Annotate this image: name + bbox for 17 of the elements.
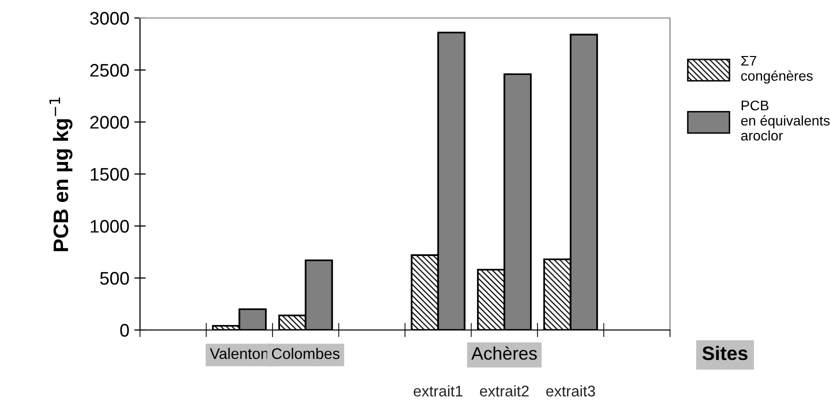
x-tick-label: Colombes xyxy=(272,348,340,360)
y-axis-title: PCB en µg kg$^{−1}$ xyxy=(49,97,72,252)
y-tick-label: 3000 xyxy=(90,12,129,25)
legend-label: PCB en équivalents aroclor xyxy=(741,100,830,141)
y-tick-label: 500 xyxy=(100,272,129,285)
x-tick-label: extrait2 xyxy=(480,385,529,396)
x-tick-label: Valenton xyxy=(210,348,268,360)
legend-label: Σ7 congénères xyxy=(741,56,813,84)
x-tick-label: extrait1 xyxy=(414,385,462,396)
x-tick-label: extrait3 xyxy=(546,385,596,396)
y-tick-label: 2500 xyxy=(90,64,129,77)
text: Achères xyxy=(471,346,537,360)
y-tick-label: 0 xyxy=(120,324,129,337)
y-tick-label: 1000 xyxy=(90,220,129,233)
y-tick-label: 1500 xyxy=(90,168,129,181)
x-axis-title: Sites xyxy=(702,346,748,360)
y-tick-label: 2000 xyxy=(90,116,129,129)
